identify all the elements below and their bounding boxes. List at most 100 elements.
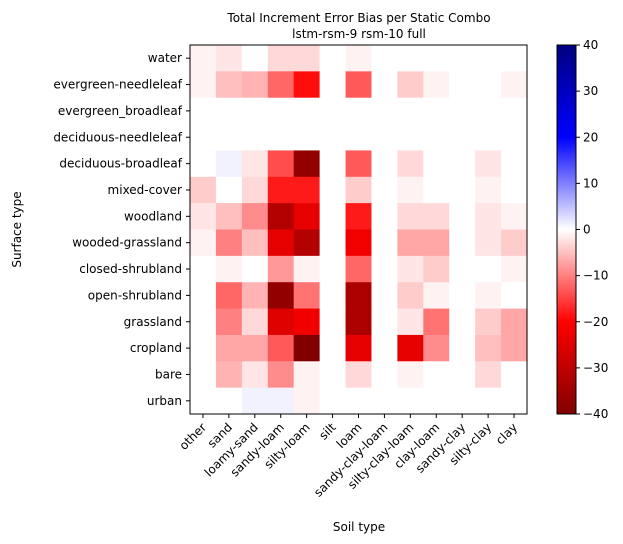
heatmap-cell [345,229,373,257]
y-tick-label: mixed-cover [108,183,183,197]
heatmap-cell [423,387,450,415]
colorbar-ticks: 40 30 20 10 0 −10 −20 −30 −40 [576,38,608,421]
heatmap-cell [267,255,295,283]
heatmap-cell [501,124,528,152]
heatmap-cell [293,255,321,283]
heatmap-cell [397,229,424,257]
heatmap-cell [397,387,424,415]
heatmap-cell [319,387,347,415]
heatmap-cell [449,229,476,257]
heatmap-cell [267,150,295,178]
x-tick-label: clay [493,420,520,447]
heatmap-cell [397,334,424,362]
heatmap-cell [371,203,398,231]
heatmap-cell [241,203,269,231]
heatmap-cell [423,334,450,362]
heatmap-cell [371,387,398,415]
heatmap-cell [345,255,373,283]
heatmap-cell [345,387,373,415]
heatmap-cell [423,71,450,99]
colorbar [556,44,577,415]
heatmap-cell [267,334,295,362]
heatmap-cell [190,361,217,389]
heatmap-cell [423,150,450,178]
heatmap-cell [475,124,502,152]
heatmap-cell [190,150,217,178]
heatmap-cell [345,124,373,152]
heatmap-cell [475,71,502,99]
heatmap-cell [501,203,528,231]
heatmap-cell [267,203,295,231]
heatmap-cell [190,176,217,204]
y-tick-label: grassland [124,315,182,329]
colorbar-tick-label: 0 [583,223,591,237]
y-tick-label: open-shrubland [88,288,182,302]
heatmap-cell [449,308,476,336]
heatmap-cell [397,97,424,125]
colorbar-tick-label: 30 [583,84,598,98]
heatmap-cell [371,361,398,389]
heatmap-cell [371,229,398,257]
heatmap-cell [449,150,476,178]
x-tick-label: other [177,420,210,453]
heatmap-cell [241,45,269,72]
heatmap-cell [475,176,502,204]
heatmap-cell [501,150,528,178]
heatmap-cell [449,97,476,125]
heatmap-cell [241,150,269,178]
heatmap-cell [475,97,502,125]
heatmap-cell [190,71,217,99]
heatmap-cell [241,176,269,204]
heatmap-cell [449,176,476,204]
heatmap-cell [371,124,398,152]
y-axis-label: Surface type [10,191,24,267]
heatmap-cell [241,334,269,362]
heatmap-cell [397,150,424,178]
heatmap-cell [397,255,424,283]
heatmap-cell [371,97,398,125]
heatmap-cell [501,71,528,99]
heatmap-cell [423,124,450,152]
heatmap-cell [293,71,321,99]
y-tick-label: urban [147,394,182,408]
colorbar-tick-label: 40 [583,38,598,52]
heatmap-cell [501,255,528,283]
heatmap-cell [190,124,217,152]
heatmap-cell [293,229,321,257]
heatmap-cell [293,150,321,178]
colorbar-tick-label: −10 [583,269,608,283]
heatmap-cell [241,255,269,283]
heatmap-cell [371,308,398,336]
heatmap-cell [475,203,502,231]
heatmap-cell [423,176,450,204]
heatmap-cell [215,334,243,362]
heatmap-cell [293,361,321,389]
heatmap-cell [319,97,347,125]
heatmap-cell [293,387,321,415]
heatmap-cell [319,124,347,152]
heatmap-cell [371,150,398,178]
chart-subtitle: lstm-rsm-9 rsm-10 full [292,27,426,41]
heatmap-cell [293,308,321,336]
heatmap-cell [190,387,217,415]
heatmap-cell [397,282,424,310]
heatmap-cell [423,97,450,125]
heatmap-cell [319,361,347,389]
heatmap-cell [501,97,528,125]
heatmap-cell [293,97,321,125]
heatmap-cell [423,229,450,257]
heatmap-cell [423,203,450,231]
heatmap-cell [423,255,450,283]
heatmap-cell [190,229,217,257]
colorbar-tick-label: −20 [583,315,608,329]
heatmap-cell [423,45,450,72]
heatmap-cell [319,71,347,99]
heatmap-cell [475,255,502,283]
heatmap-cell [319,255,347,283]
heatmap-cell [319,176,347,204]
heatmap-cell [449,255,476,283]
heatmap-cell [501,45,528,72]
heatmap-cell [267,97,295,125]
heatmap-cell [397,45,424,72]
